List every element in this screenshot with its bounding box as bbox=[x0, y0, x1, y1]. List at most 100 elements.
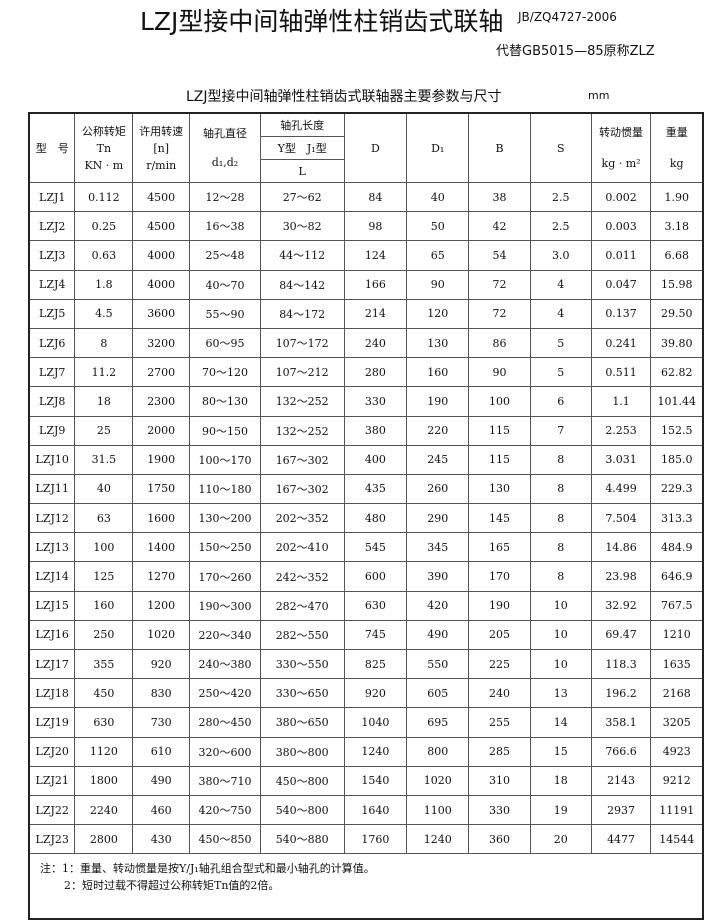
cell-bore: 55～90 bbox=[189, 298, 261, 329]
cell-length: 380～800 bbox=[259, 736, 345, 767]
cell-torque: 1800 bbox=[74, 765, 134, 796]
table-row: LZJ4 1.8 4000 40～70 84～142 166 90 72 4 0.047 15.98 bbox=[28, 269, 704, 300]
cell-weight: 2168 bbox=[650, 678, 704, 709]
cell-speed: 2700 bbox=[132, 357, 191, 388]
cell-B: 240 bbox=[468, 678, 531, 709]
table-row: LZJ18 450 830 250～420 330～650 920 605 240 13 196.… bbox=[28, 678, 704, 709]
cell-torque: 630 bbox=[74, 707, 134, 738]
cell-S: 8 bbox=[529, 561, 592, 592]
cell-B: 225 bbox=[468, 648, 531, 680]
cell-model: LZJ6 bbox=[28, 327, 76, 359]
cell-D: 630 bbox=[343, 590, 408, 621]
cell-model: LZJ4 bbox=[28, 269, 76, 300]
cell-torque: 25 bbox=[74, 415, 134, 446]
cell-model: LZJ3 bbox=[28, 240, 76, 271]
cell-length: 202～410 bbox=[259, 532, 345, 563]
cell-D1: 1100 bbox=[406, 794, 470, 826]
cell-torque: 250 bbox=[74, 619, 134, 651]
header-B: B bbox=[468, 112, 531, 183]
cell-speed: 430 bbox=[132, 824, 191, 855]
cell-S: 2.5 bbox=[529, 181, 592, 213]
cell-torque: 2240 bbox=[74, 794, 134, 826]
cell-inertia: 0.002 bbox=[590, 181, 652, 213]
cell-D1: 1020 bbox=[406, 765, 470, 796]
cell-torque: 355 bbox=[74, 648, 134, 680]
header-inertia-unit: kg · m² bbox=[601, 157, 641, 170]
cell-weight: 484.9 bbox=[650, 532, 704, 563]
cell-S: 8 bbox=[529, 444, 592, 475]
cell-speed: 1750 bbox=[132, 473, 191, 505]
table-row: LZJ10 31.5 1900 100～170 167～302 400 245 115 8 3.0… bbox=[28, 444, 704, 475]
cell-length: 167～302 bbox=[259, 473, 345, 505]
cell-bore: 25～48 bbox=[189, 240, 261, 271]
cell-speed: 1200 bbox=[132, 590, 191, 621]
cell-S: 4 bbox=[529, 269, 592, 300]
table-row: LZJ5 4.5 3600 55～90 84～172 214 120 72 4 0.137 29.5… bbox=[28, 298, 704, 329]
table-row: LZJ1 0.112 4500 12～28 27～62 84 40 38 2.5 0.002 1.9… bbox=[28, 181, 704, 213]
cell-D: 480 bbox=[343, 503, 408, 534]
cell-length: 132～252 bbox=[259, 386, 345, 417]
cell-B: 285 bbox=[468, 736, 531, 767]
cell-B: 170 bbox=[468, 561, 531, 592]
cell-torque: 450 bbox=[74, 678, 134, 709]
cell-length: 27～62 bbox=[259, 181, 345, 213]
cell-model: LZJ22 bbox=[28, 794, 76, 826]
header-weight-label: 重量 bbox=[665, 126, 688, 139]
cell-D1: 800 bbox=[406, 736, 470, 767]
table-row: LZJ13 100 1400 150～250 202～410 545 345 165 8 14.8… bbox=[28, 532, 704, 563]
cell-length: 330～550 bbox=[259, 648, 345, 680]
cell-inertia: 7.504 bbox=[590, 503, 652, 534]
cell-model: LZJ18 bbox=[28, 678, 76, 709]
cell-S: 5 bbox=[529, 357, 592, 388]
table-row: LZJ12 63 1600 130～200 202～352 480 290 145 8 7.504… bbox=[28, 503, 704, 534]
cell-inertia: 32.92 bbox=[590, 590, 652, 621]
table-row: LZJ22 2240 460 420～750 540～800 1640 1100 330 19 2… bbox=[28, 794, 704, 826]
header-speed-label: 许用转速 bbox=[139, 124, 184, 138]
cell-S: 10 bbox=[529, 648, 592, 680]
cell-torque: 31.5 bbox=[74, 444, 134, 475]
replaces-note: 代替GB5015—85原称ZLZ bbox=[496, 44, 655, 59]
cell-model: LZJ8 bbox=[28, 386, 76, 417]
header-torque-symbol: Tn bbox=[96, 141, 112, 155]
cell-weight: 185.0 bbox=[650, 444, 704, 475]
cell-torque: 2800 bbox=[74, 824, 134, 855]
cell-torque: 0.25 bbox=[74, 211, 134, 242]
cell-weight: 1.90 bbox=[650, 181, 704, 213]
table-row: LZJ23 2800 430 450～850 540～880 1760 1240 360 20 4… bbox=[28, 824, 704, 855]
cell-S: 8 bbox=[529, 532, 592, 563]
cell-bore: 190～300 bbox=[189, 590, 261, 621]
cell-D: 214 bbox=[343, 298, 408, 329]
cell-D: 330 bbox=[343, 386, 408, 417]
cell-speed: 2000 bbox=[132, 415, 191, 446]
cell-bore: 220～340 bbox=[189, 619, 261, 651]
table-row: LZJ17 355 920 240～380 330～550 825 550 225 10 118.… bbox=[28, 648, 704, 680]
cell-speed: 1400 bbox=[132, 532, 191, 563]
cell-D1: 1240 bbox=[406, 824, 470, 855]
cell-model: LZJ23 bbox=[28, 824, 76, 855]
header-speed-unit: r/min bbox=[146, 158, 177, 172]
cell-inertia: 196.2 bbox=[590, 678, 652, 709]
cell-D1: 390 bbox=[406, 561, 470, 592]
cell-D: 545 bbox=[343, 532, 408, 563]
cell-model: LZJ1 bbox=[28, 181, 76, 213]
cell-model: LZJ16 bbox=[28, 619, 76, 651]
cell-S: 15 bbox=[529, 736, 592, 767]
cell-weight: 152.5 bbox=[650, 415, 704, 446]
cell-bore: 450～850 bbox=[189, 824, 261, 855]
cell-D1: 550 bbox=[406, 648, 470, 680]
cell-speed: 460 bbox=[132, 794, 191, 826]
header-inertia: 转动惯量 kg · m² bbox=[590, 112, 652, 183]
cell-D: 380 bbox=[343, 415, 408, 446]
cell-length: 84～142 bbox=[259, 269, 345, 300]
cell-model: LZJ12 bbox=[28, 503, 76, 534]
cell-bore: 16～38 bbox=[189, 211, 261, 242]
cell-torque: 125 bbox=[74, 561, 134, 592]
cell-S: 10 bbox=[529, 619, 592, 651]
cell-model: LZJ9 bbox=[28, 415, 76, 446]
cell-model: LZJ10 bbox=[28, 444, 76, 475]
header-speed: 许用转速 [n] r/min bbox=[132, 112, 191, 183]
cell-inertia: 69.47 bbox=[590, 619, 652, 651]
cell-D: 1760 bbox=[343, 824, 408, 855]
cell-bore: 150～250 bbox=[189, 532, 261, 563]
cell-B: 115 bbox=[468, 444, 531, 475]
